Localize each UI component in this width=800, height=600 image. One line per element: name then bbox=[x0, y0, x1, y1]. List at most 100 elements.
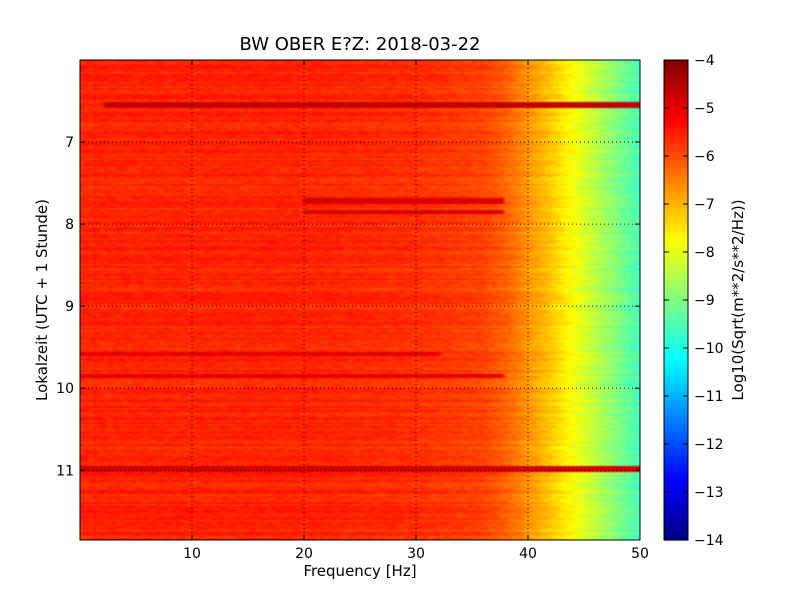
colorbar-segment bbox=[664, 432, 688, 437]
y-axis-label: Lokalzeit (UTC + 1 Stunde) bbox=[33, 199, 51, 401]
colorbar-segment bbox=[664, 416, 688, 421]
colorbar-segment bbox=[664, 424, 688, 429]
colorbar-segment bbox=[664, 408, 688, 413]
colorbar-segment bbox=[664, 532, 688, 537]
colorbar-segment bbox=[664, 68, 688, 73]
colorbar-segment bbox=[664, 344, 688, 349]
colorbar-segment bbox=[664, 324, 688, 329]
colorbar-segment bbox=[664, 452, 688, 457]
colorbar-segment bbox=[664, 120, 688, 125]
x-tick-label: 40 bbox=[519, 546, 537, 562]
colorbar-segment bbox=[664, 456, 688, 461]
colorbar-segment bbox=[664, 500, 688, 505]
colorbar-segment bbox=[664, 536, 688, 541]
colorbar-segment bbox=[664, 128, 688, 133]
colorbar-tick-label: −14 bbox=[694, 533, 724, 549]
y-tick-label: 8 bbox=[65, 217, 74, 233]
y-tick-label: 10 bbox=[56, 381, 74, 397]
y-tick-label: 11 bbox=[56, 463, 74, 479]
colorbar-tick-label: −12 bbox=[694, 437, 724, 453]
colorbar-segment bbox=[664, 108, 688, 113]
colorbar-segment bbox=[664, 392, 688, 397]
plot-frame bbox=[79, 59, 641, 541]
colorbar-segment bbox=[664, 224, 688, 229]
colorbar-segment bbox=[664, 420, 688, 425]
colorbar-segment bbox=[664, 304, 688, 309]
colorbar-segment bbox=[664, 436, 688, 441]
colorbar-segment bbox=[664, 504, 688, 509]
colorbar-segment bbox=[664, 200, 688, 205]
colorbar-segment bbox=[664, 352, 688, 357]
colorbar-segment bbox=[664, 464, 688, 469]
colorbar-segment bbox=[664, 288, 688, 293]
colorbar-segment bbox=[664, 132, 688, 137]
colorbar-segment bbox=[664, 492, 688, 497]
colorbar-segment bbox=[664, 152, 688, 157]
colorbar-segment bbox=[664, 260, 688, 265]
colorbar-segment bbox=[664, 296, 688, 301]
colorbar-segment bbox=[664, 88, 688, 93]
colorbar-label: Log10(Sqrt(m**2/s**2/Hz)) bbox=[729, 199, 747, 401]
y-tick-label: 9 bbox=[65, 299, 74, 315]
colorbar-segment bbox=[664, 264, 688, 269]
colorbar-segment bbox=[664, 188, 688, 193]
colorbar-tick-label: −9 bbox=[694, 293, 715, 309]
colorbar-segment bbox=[664, 360, 688, 365]
colorbar-segment bbox=[664, 248, 688, 253]
colorbar-tick-label: −8 bbox=[694, 245, 715, 261]
colorbar-tick-label: −13 bbox=[694, 485, 724, 501]
colorbar-segment bbox=[664, 136, 688, 141]
colorbar-tick-label: −5 bbox=[694, 101, 715, 117]
colorbar-segment bbox=[664, 508, 688, 513]
colorbar-segment bbox=[664, 180, 688, 185]
colorbar-segment bbox=[664, 368, 688, 373]
y-tick-label: 7 bbox=[65, 135, 74, 151]
colorbar-segment bbox=[664, 220, 688, 225]
colorbar-segment bbox=[664, 168, 688, 173]
colorbar-segment bbox=[664, 516, 688, 521]
colorbar-segment bbox=[664, 140, 688, 145]
colorbar-segment bbox=[664, 100, 688, 105]
colorbar-segment bbox=[664, 428, 688, 433]
colorbar-segment bbox=[664, 72, 688, 77]
chart-title: BW OBER E?Z: 2018-03-22 bbox=[239, 34, 481, 55]
colorbar-segment bbox=[664, 372, 688, 377]
colorbar-segment bbox=[664, 268, 688, 273]
colorbar-segment bbox=[664, 364, 688, 369]
colorbar-segment bbox=[664, 160, 688, 165]
colorbar-segment bbox=[664, 64, 688, 69]
colorbar-segment bbox=[664, 524, 688, 529]
colorbar-segment bbox=[664, 356, 688, 361]
colorbar-segment bbox=[664, 384, 688, 389]
colorbar-segment bbox=[664, 244, 688, 249]
colorbar-segment bbox=[664, 484, 688, 489]
colorbar-segment bbox=[664, 472, 688, 477]
colorbar-segment bbox=[664, 348, 688, 353]
x-tick-label: 50 bbox=[631, 546, 649, 562]
colorbar-tick-label: −6 bbox=[694, 149, 715, 165]
colorbar-segment bbox=[664, 204, 688, 209]
colorbar-segment bbox=[664, 308, 688, 313]
colorbar-segment bbox=[664, 320, 688, 325]
x-tick-label: 10 bbox=[183, 546, 201, 562]
colorbar-segment bbox=[664, 312, 688, 317]
colorbar-segment bbox=[664, 216, 688, 221]
colorbar-segment bbox=[664, 404, 688, 409]
colorbar-segment bbox=[664, 284, 688, 289]
colorbar-segment bbox=[664, 104, 688, 109]
colorbar-segment bbox=[664, 176, 688, 181]
colorbar-segment bbox=[664, 172, 688, 177]
colorbar-segment bbox=[664, 316, 688, 321]
colorbar-segment bbox=[664, 448, 688, 453]
colorbar-segment bbox=[664, 276, 688, 281]
spectrogram-heatmap bbox=[80, 60, 640, 540]
x-tick-label: 20 bbox=[295, 546, 313, 562]
colorbar-segment bbox=[664, 412, 688, 417]
colorbar-tick-label: −11 bbox=[694, 389, 724, 405]
colorbar-segment bbox=[664, 124, 688, 129]
colorbar-segment bbox=[664, 292, 688, 297]
colorbar-segment bbox=[664, 280, 688, 285]
colorbar-segment bbox=[664, 60, 688, 65]
colorbar-segment bbox=[664, 232, 688, 237]
